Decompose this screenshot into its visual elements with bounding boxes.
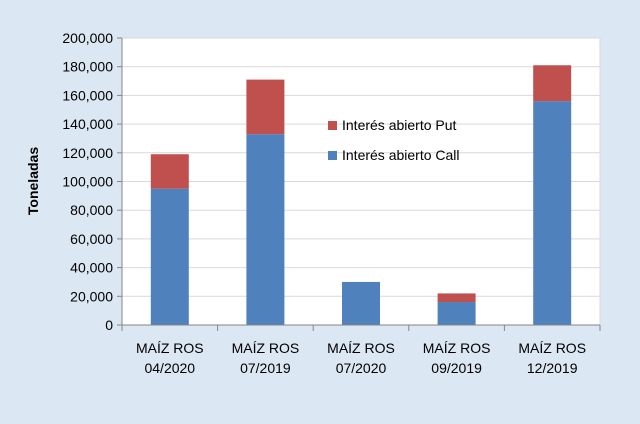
bar-segment — [533, 101, 572, 325]
y-tick-labels: 0 20,000 40,000 60,000 80,000 100,000 120,000 1… — [62, 30, 113, 333]
bars — [150, 65, 572, 325]
bar-segment — [246, 134, 285, 325]
legend-swatch — [328, 151, 337, 160]
legend-label: Interés abierto Put — [342, 117, 457, 133]
y-tick-label: 20,000 — [70, 288, 113, 304]
y-tick-label: 140,000 — [62, 116, 113, 132]
x-tick-label: MAÍZ ROS 09/2019 — [423, 340, 491, 376]
legend-label: Interés abierto Call — [342, 147, 460, 163]
bar-segment — [342, 281, 380, 325]
bar-segment — [533, 65, 572, 102]
y-tick-label: 120,000 — [62, 145, 113, 161]
x-tick-labels: MAÍZ ROS 04/2020 MAÍZ ROS 07/2019 MAÍZ ROS 07… — [136, 340, 586, 376]
y-tick-label: 100,000 — [62, 174, 113, 190]
axes — [121, 38, 601, 331]
y-tick-label: 0 — [105, 317, 113, 333]
y-tick-label: 40,000 — [70, 260, 113, 276]
x-tick-label: MAÍZ ROS 07/2019 — [232, 340, 300, 376]
x-tick-label: MAÍZ ROS 04/2020 — [136, 340, 204, 376]
y-tick-label: 80,000 — [70, 202, 113, 218]
x-tick-label: MAÍZ ROS 07/2020 — [327, 340, 395, 376]
y-axis-label: Toneladas — [25, 147, 41, 215]
bar-segment — [437, 293, 476, 303]
y-tick-label: 200,000 — [62, 30, 113, 46]
legend-swatch — [328, 121, 337, 130]
y-tick-label: 180,000 — [62, 59, 113, 75]
bar-segment — [246, 79, 285, 135]
y-tick-label: 60,000 — [70, 231, 113, 247]
x-tick-label: MAÍZ ROS 12/2019 — [518, 340, 586, 376]
y-tick-label: 160,000 — [62, 87, 113, 103]
legend: Interés abierto Put Interés abierto Call — [328, 117, 460, 163]
bar-segment — [150, 154, 189, 189]
bar-segment — [150, 188, 189, 325]
bar-segment — [437, 302, 476, 325]
